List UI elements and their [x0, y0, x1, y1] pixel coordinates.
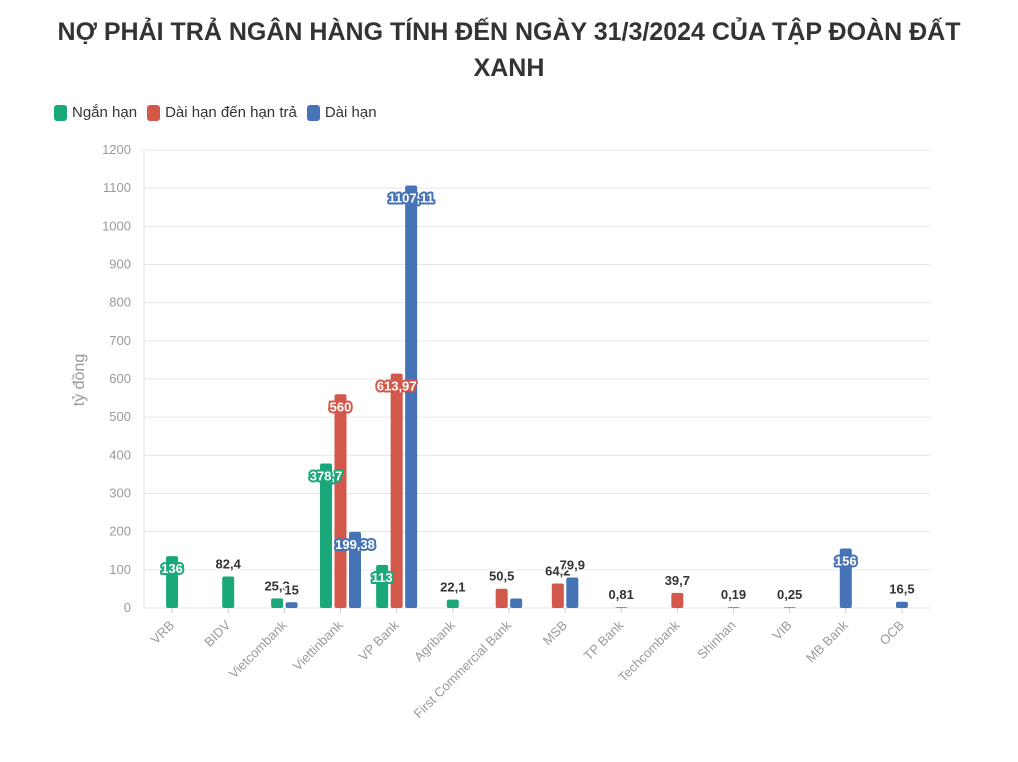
legend-item-dai-han[interactable]: Dài hạn	[306, 104, 377, 121]
bar	[566, 577, 579, 608]
bar	[285, 602, 298, 608]
legend-label: Ngắn hạn	[72, 104, 138, 121]
data-label: 79,9	[560, 558, 585, 573]
bar	[671, 592, 684, 608]
y-tick-label: 100	[109, 562, 131, 577]
x-tick-label: MSB	[540, 618, 571, 649]
bar	[376, 564, 389, 608]
data-label: 113	[372, 570, 393, 585]
bar	[551, 583, 564, 608]
bar	[349, 531, 361, 608]
x-tick-label: Viettinbank	[290, 617, 346, 673]
x-tick-label: OCB	[877, 618, 908, 649]
data-label: 156	[835, 553, 857, 568]
bar	[895, 601, 908, 608]
data-label: 199,38	[335, 537, 375, 552]
x-tick-label: BIDV	[201, 617, 233, 649]
y-tick-label: 300	[109, 486, 131, 501]
legend-swatch	[306, 104, 320, 121]
bar	[783, 607, 796, 608]
legend-item-ngan-han[interactable]: Ngắn hạn	[54, 104, 137, 121]
x-tick-label: VP Bank	[356, 617, 403, 664]
data-label: 136	[161, 561, 183, 576]
y-tick-label: 900	[109, 257, 131, 272]
legend-label: Dài hạn	[324, 104, 377, 121]
data-label: 613,97	[377, 379, 417, 394]
data-label: 16,5	[889, 582, 914, 597]
legend-label: Dài hạn đến hạn trả	[165, 104, 297, 121]
y-tick-label: 1000	[102, 218, 131, 233]
data-label: 378,7	[310, 468, 343, 483]
data-label: 22,1	[440, 580, 465, 595]
data-label: 64,2	[545, 563, 570, 578]
data-label: 0,25	[777, 587, 802, 602]
bar	[615, 607, 628, 608]
data-label: 560	[330, 399, 352, 414]
data-label: 50,5	[489, 569, 514, 584]
x-tick-label: MB Bank	[803, 617, 851, 665]
bar	[510, 598, 523, 608]
data-label: 0,19	[721, 587, 746, 602]
bar	[271, 598, 284, 608]
y-tick-label: 800	[109, 295, 131, 310]
data-label: 82,4	[216, 557, 242, 572]
legend-swatch	[147, 104, 161, 121]
bar	[405, 185, 418, 609]
bar	[495, 588, 508, 608]
x-tick-label: VRB	[148, 618, 178, 648]
y-tick-label: 600	[109, 371, 131, 386]
data-label: 15	[284, 582, 298, 597]
x-tick-label: Agribank	[411, 617, 458, 664]
y-tick-label: 1100	[103, 180, 131, 195]
x-tick-label: Shinhan	[694, 618, 738, 662]
x-tick-label: VIB	[769, 618, 794, 643]
y-tick-label: 1200	[102, 142, 131, 157]
y-tick-label: 400	[109, 447, 131, 462]
bar	[390, 373, 403, 608]
bar	[320, 463, 332, 608]
x-tick-label: TP Bank	[581, 617, 627, 663]
bar	[727, 607, 740, 608]
bar	[446, 599, 459, 608]
y-axis-title: tỷ đồng	[71, 354, 88, 406]
data-label: 1107,11	[388, 190, 434, 205]
y-tick-label: 0	[124, 600, 131, 615]
x-tick-label: Vietcombank	[226, 617, 290, 681]
y-tick-label: 200	[109, 524, 131, 539]
legend-swatch	[54, 104, 67, 121]
y-tick-label: 500	[109, 409, 131, 424]
bar	[222, 576, 235, 608]
chart-title: NỢ PHẢI TRẢ NGÂN HÀNG TÍNH ĐẾN NGÀY 31/3…	[57, 18, 961, 82]
data-label: 0,81	[609, 587, 634, 602]
y-tick-label: 700	[109, 333, 131, 348]
bar	[166, 556, 179, 608]
bar	[839, 548, 852, 608]
bar	[334, 394, 347, 608]
data-label: 25,3	[264, 578, 289, 593]
legend: Ngắn hạn Dài hạn đến hạn trả Dài hạn	[54, 104, 377, 121]
data-label: 39,7	[665, 573, 690, 588]
x-tick-label: First Commercial Bank	[410, 617, 514, 721]
legend-item-dai-han-den-han-tra[interactable]: Dài hạn đến hạn trả	[147, 104, 297, 121]
